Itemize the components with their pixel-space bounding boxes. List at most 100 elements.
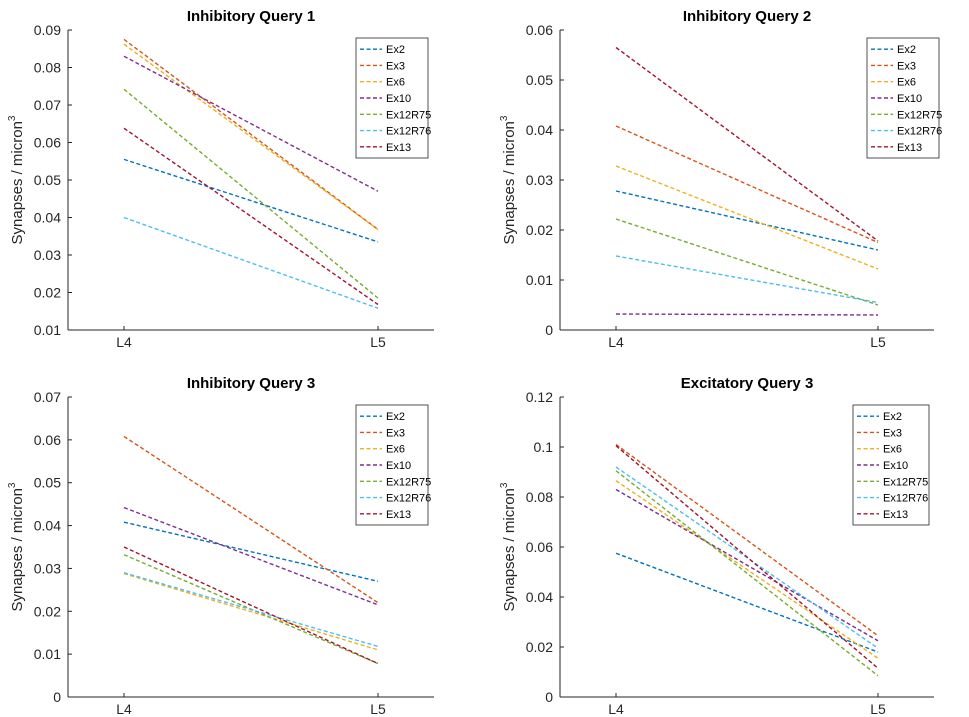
- legend-label: Ex6: [386, 77, 405, 89]
- y-tick-label: 0.08: [34, 60, 61, 76]
- y-tick-label: 0.01: [34, 322, 61, 338]
- x-tick-label: L5: [370, 334, 386, 350]
- y-tick-label: 0.02: [526, 222, 553, 238]
- y-tick-label: 0.06: [34, 432, 61, 448]
- chart-title: Inhibitory Query 3: [187, 375, 315, 392]
- x-tick-label: L4: [608, 701, 624, 717]
- legend-label: Ex13: [386, 142, 411, 154]
- series-line-ex6: [123, 572, 379, 651]
- series-line-ex2: [615, 190, 879, 251]
- chart-panel-3: Inhibitory Query 3 0 0.01 0.02 0.03 0.04 0.05 0…: [7, 375, 434, 717]
- series-line-ex6: [615, 480, 879, 659]
- y-tick-label: 0: [53, 689, 61, 705]
- series-line-ex12r76: [615, 255, 879, 304]
- legend-label: Ex10: [883, 460, 908, 472]
- series-line-ex13: [615, 46, 879, 242]
- y-tick-label: 0.06: [34, 135, 61, 151]
- series-line-ex2: [123, 521, 379, 582]
- y-tick-label: 0.05: [34, 475, 61, 491]
- legend: Ex2 Ex3 Ex6 Ex10 Ex12R75 Ex12R76 Ex13: [866, 37, 942, 159]
- y-tick-label: 0.09: [34, 22, 61, 38]
- y-tick-label: 0.02: [526, 639, 553, 655]
- series-line-ex6: [123, 43, 379, 231]
- series-line-ex2: [615, 552, 879, 653]
- y-tick-label: 0.01: [34, 646, 61, 662]
- legend-label: Ex13: [883, 509, 908, 521]
- x-tick-label: L4: [608, 334, 624, 350]
- series-line-ex13: [123, 127, 379, 306]
- y-tick-label: 0.04: [34, 210, 61, 226]
- series-line-ex10: [615, 488, 879, 642]
- y-tick-label: 0.03: [34, 247, 61, 263]
- series-line-ex13: [123, 546, 379, 665]
- series-line-ex12r75: [123, 88, 379, 299]
- y-tick-label: 0.12: [526, 389, 553, 405]
- y-tick-label: 0.07: [34, 389, 61, 405]
- legend-label: Ex2: [386, 44, 405, 56]
- series-line-ex12r75: [615, 218, 879, 306]
- chart-panel-4: Excitatory Query 3 0 0.02 0.04 0.06 0.08 0.1 0.…: [499, 375, 934, 717]
- y-tick-label: 0.07: [34, 97, 61, 113]
- x-tick-label: L4: [116, 701, 132, 717]
- legend-label: Ex12R75: [883, 476, 928, 488]
- chart-panel-1: Inhibitory Query 1 0.01 0.02 0.03 0.04 0.05 0.…: [7, 8, 434, 350]
- y-tick-label: 0.1: [534, 439, 554, 455]
- series-line-ex10: [123, 55, 379, 192]
- y-tick-label: 0.03: [526, 172, 553, 188]
- y-tick-label: 0.01: [526, 272, 553, 288]
- x-tick-label: L5: [870, 334, 886, 350]
- y-axis-label: Synapses / micron3: [499, 115, 518, 244]
- legend: Ex2 Ex3 Ex6 Ex10 Ex12R75 Ex12R76 Ex13: [355, 37, 431, 159]
- legend-label: Ex3: [386, 427, 405, 439]
- y-tick-label: 0.06: [526, 539, 553, 555]
- series-line-ex3: [615, 443, 879, 637]
- legend-label: Ex13: [897, 142, 922, 154]
- y-tick-label: 0.05: [34, 172, 61, 188]
- series-line-ex12r76: [123, 572, 379, 648]
- legend-label: Ex12R75: [386, 476, 431, 488]
- series-line-ex10: [615, 313, 879, 316]
- y-tick-label: 0.02: [34, 603, 61, 619]
- y-tick-label: 0.04: [526, 122, 553, 138]
- chart-title: Excitatory Query 3: [681, 375, 814, 392]
- x-tick-label: L5: [870, 701, 886, 717]
- legend-label: Ex6: [883, 444, 902, 456]
- y-tick-label: 0.04: [526, 589, 553, 605]
- legend-label: Ex12R76: [386, 493, 431, 505]
- series-line-ex3: [615, 125, 879, 244]
- legend-label: Ex12R76: [897, 126, 942, 138]
- y-tick-label: 0: [545, 322, 553, 338]
- series-line-ex3: [123, 38, 379, 231]
- y-tick-label: 0.08: [526, 489, 553, 505]
- y-tick-label: 0.05: [526, 72, 553, 88]
- y-axis-label: Synapses / micron3: [499, 482, 518, 611]
- legend-label: Ex10: [386, 460, 411, 472]
- legend-label: Ex3: [386, 60, 405, 72]
- legend-label: Ex12R75: [897, 109, 942, 121]
- y-tick-label: 0.04: [34, 518, 61, 534]
- legend-label: Ex10: [386, 93, 411, 105]
- legend-label: Ex2: [883, 411, 902, 423]
- y-tick-label: 0.06: [526, 22, 553, 38]
- y-axis-label: Synapses / micron3: [7, 115, 26, 244]
- legend-label: Ex12R76: [386, 126, 431, 138]
- legend-label: Ex12R76: [883, 493, 928, 505]
- legend-label: Ex2: [897, 44, 916, 56]
- chart-title: Inhibitory Query 2: [683, 8, 811, 25]
- series-line-ex12r76: [123, 216, 379, 309]
- series-line-ex12r75: [615, 470, 879, 677]
- chart-title: Inhibitory Query 1: [187, 8, 315, 25]
- chart-panel-2: Inhibitory Query 2 0 0.01 0.02 0.03 0.04 0.05 0…: [499, 8, 942, 350]
- legend: Ex2 Ex3 Ex6 Ex10 Ex12R75 Ex12R76 Ex13: [355, 404, 431, 526]
- y-tick-label: 0: [545, 689, 553, 705]
- legend-label: Ex3: [883, 427, 902, 439]
- legend-label: Ex2: [386, 411, 405, 423]
- series-line-ex3: [123, 435, 379, 604]
- series-line-ex10: [123, 506, 379, 606]
- legend-label: Ex10: [897, 93, 922, 105]
- y-tick-label: 0.02: [34, 285, 61, 301]
- legend-label: Ex6: [897, 77, 916, 89]
- legend: Ex2 Ex3 Ex6 Ex10 Ex12R75 Ex12R76 Ex13: [852, 404, 930, 526]
- legend-label: Ex12R75: [386, 109, 431, 121]
